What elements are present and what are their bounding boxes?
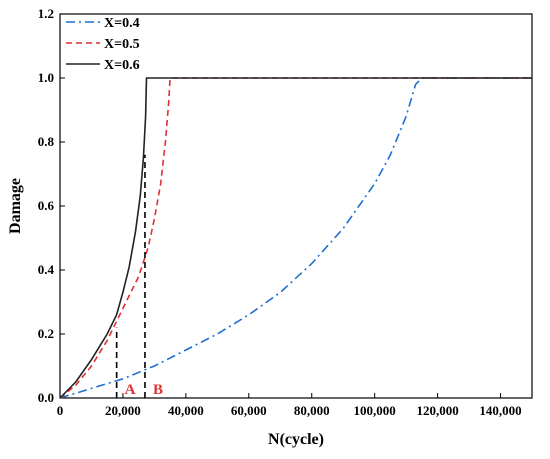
x-tick-label: 100,000 (354, 403, 396, 418)
x-tick-label: 0 (57, 403, 64, 418)
x-tick-label: 20,000 (105, 403, 141, 418)
y-axis-title: Damage (7, 178, 24, 234)
axis-ticks: 0 20,000 40,000 60,000 80,000 100,000 120,000 1… (38, 6, 522, 418)
y-tick-label: 1.0 (38, 70, 54, 85)
legend: X=0.4 X=0.5 X=0.6 (66, 16, 140, 73)
x-tick-label: 120,000 (416, 403, 458, 418)
x-axis-title: N(cycle) (268, 431, 324, 448)
series-line-2 (59, 77, 532, 399)
x-tick-label: 40,000 (168, 403, 204, 418)
annotation-label-a: A (125, 382, 136, 398)
y-tick-label: 0.8 (38, 134, 55, 149)
x-tick-label: 60,000 (231, 403, 267, 418)
annotation-label-b: B (153, 382, 163, 398)
y-tick-label: 0.2 (38, 326, 54, 341)
legend-label-2: X=0.6 (104, 58, 140, 73)
legend-label-0: X=0.4 (104, 16, 140, 31)
legend-label-1: X=0.5 (104, 37, 140, 52)
y-tick-label: 0.0 (38, 390, 54, 405)
y-tick-label: 0.6 (38, 198, 55, 213)
y-tick-label: 1.2 (38, 6, 54, 21)
y-tick-label: 0.4 (38, 262, 55, 277)
series-layer (59, 77, 532, 399)
series-line-1 (59, 77, 532, 399)
x-tick-label: 80,000 (294, 403, 330, 418)
x-tick-label: 140,000 (479, 403, 521, 418)
series-line-0 (59, 77, 532, 399)
